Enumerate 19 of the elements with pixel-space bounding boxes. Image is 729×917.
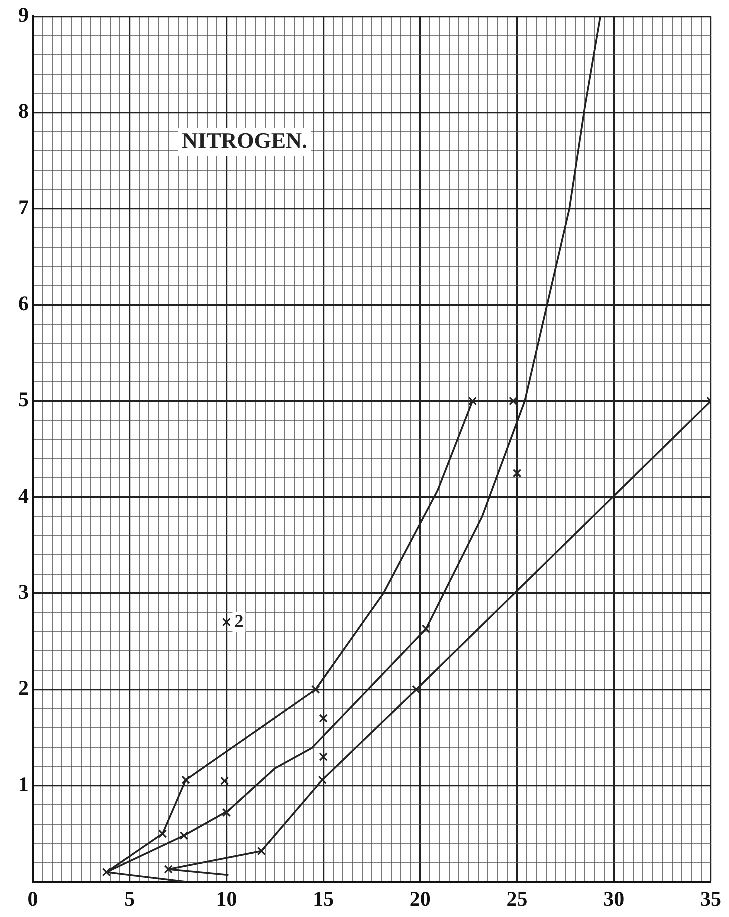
y-tick-label: 7 <box>18 195 29 220</box>
x-tick-label: 20 <box>410 886 431 911</box>
y-tick-label: 5 <box>18 388 29 412</box>
y-tick-label: 3 <box>18 580 29 604</box>
x-tick-label: 10 <box>216 886 238 911</box>
annotation: 2 <box>234 611 244 632</box>
x-tick-label: 30 <box>604 886 625 911</box>
x-tick-label: 0 <box>28 886 38 911</box>
x-tick-label: 25 <box>506 886 528 911</box>
y-tick-label: 1 <box>18 772 29 796</box>
x-tick-label: 5 <box>124 886 136 911</box>
y-tick-label: 9 <box>18 3 29 28</box>
x-tick-label: 15 <box>313 886 334 911</box>
y-tick-label: 8 <box>18 99 29 124</box>
y-tick-label: 2 <box>18 676 29 700</box>
text: NITROGEN. <box>182 128 308 153</box>
y-tick-label: 4 <box>18 484 30 508</box>
x-tick-label: 35 <box>700 886 722 911</box>
y-tick-label: 6 <box>18 291 29 316</box>
